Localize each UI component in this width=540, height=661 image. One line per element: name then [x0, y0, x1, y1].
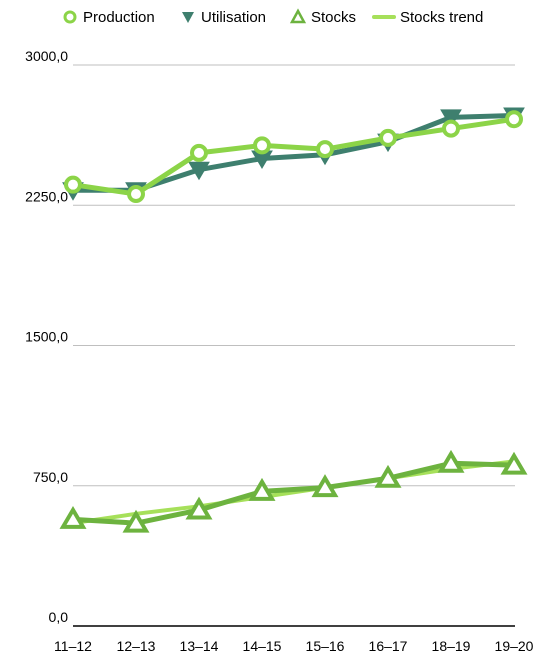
legend-marker — [182, 12, 194, 23]
series-stocks — [59, 449, 528, 533]
data-point — [122, 509, 150, 533]
x-tick-label: 11–12 — [54, 638, 92, 654]
legend-item: Production — [63, 9, 155, 26]
data-point — [253, 136, 271, 155]
data-point — [374, 464, 402, 488]
x-tick-label: 16–17 — [369, 638, 408, 654]
gridlines — [73, 64, 515, 627]
data-point — [505, 110, 523, 129]
x-tick-label: 19–20 — [495, 638, 534, 654]
y-tick-label: 0,0 — [49, 609, 69, 625]
y-tick-label: 3000,0 — [25, 48, 68, 64]
series-layer — [59, 107, 528, 533]
legend-item: Utilisation — [182, 9, 266, 26]
series-line — [70, 116, 517, 197]
data-point — [185, 496, 213, 520]
x-tick-label: 14–15 — [243, 638, 282, 654]
x-tick-label: 18–19 — [432, 638, 471, 654]
data-point — [311, 474, 339, 498]
data-point — [316, 140, 334, 159]
legend-item: Stocks trend — [372, 9, 483, 26]
legend-label: Production — [83, 9, 155, 26]
x-tick-label: 15–16 — [306, 638, 345, 654]
legend-marker — [289, 8, 307, 24]
series-line — [70, 460, 517, 526]
data-point — [190, 143, 208, 162]
data-point — [437, 449, 465, 473]
legend-label: Stocks — [311, 9, 356, 26]
data-point — [248, 477, 276, 501]
data-point — [442, 119, 460, 138]
y-tick-label: 750,0 — [33, 469, 68, 485]
legend: Production Utilisation Stocks Stocks trend — [63, 8, 483, 26]
x-axis-labels: 11–12 12–13 13–14 14–15 15–16 16–17 18–19 19–20 — [54, 638, 534, 654]
data-point — [127, 185, 145, 204]
x-tick-label: 13–14 — [180, 638, 219, 654]
legend-label: Utilisation — [201, 9, 266, 26]
data-point — [64, 175, 82, 194]
data-point — [188, 161, 210, 181]
y-tick-label: 1500,0 — [25, 329, 68, 345]
data-point — [500, 451, 528, 475]
series-production — [64, 110, 523, 204]
data-point — [59, 505, 87, 529]
legend-label: Stocks trend — [400, 9, 483, 26]
legend-marker — [63, 10, 77, 24]
y-axis-labels: 0,0 750,0 1500,0 2250,0 3000,0 — [25, 48, 68, 625]
x-tick-label: 12–13 — [117, 638, 156, 654]
data-point — [379, 128, 397, 147]
y-tick-label: 2250,0 — [25, 188, 68, 204]
legend-item: Stocks — [289, 8, 356, 26]
data-point — [440, 109, 462, 128]
